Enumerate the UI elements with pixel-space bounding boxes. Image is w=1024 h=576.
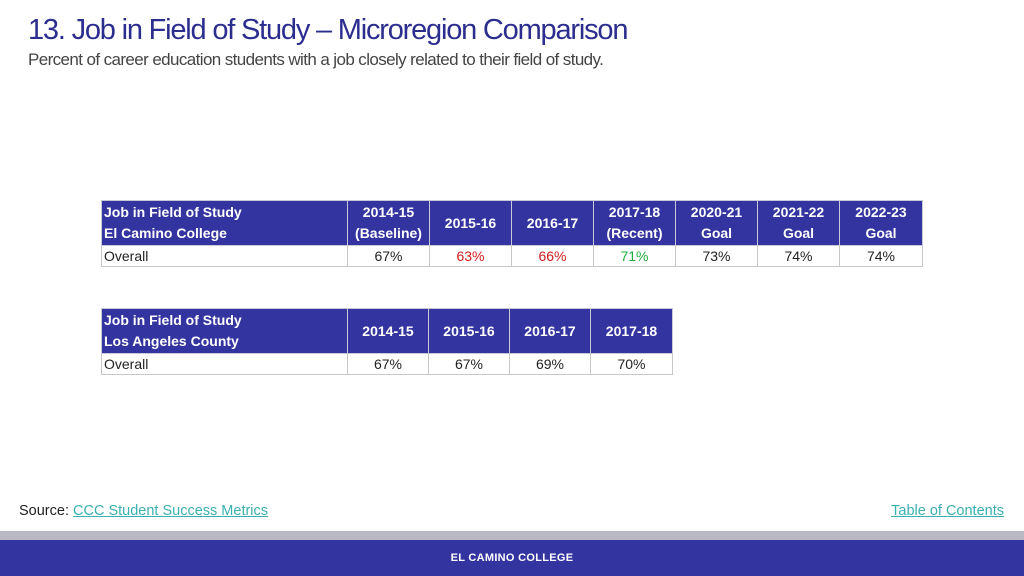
column-header: 2017-18 (Recent) [593, 200, 676, 246]
column-header: 2022-23 Goal [839, 200, 923, 246]
table-cell: 69% [509, 353, 591, 375]
column-header: 2015-16 [428, 308, 510, 354]
column-header: 2014-15 (Baseline) [347, 200, 430, 246]
header-line-1: Job in Field of Study [104, 312, 242, 328]
row-label: Overall [101, 353, 348, 375]
source-note: Source: CCC Student Success Metrics [19, 503, 268, 519]
table-cell: 63% [429, 245, 512, 267]
table-cell: 67% [428, 353, 510, 375]
column-header: 2020-21 Goal [675, 200, 758, 246]
header-line-1: Job in Field of Study [104, 204, 242, 220]
table-header-label: Job in Field of Study El Camino College [101, 200, 348, 246]
header-line-2: Los Angeles County [104, 333, 239, 349]
slide-subtitle: Percent of career education students wit… [28, 50, 604, 69]
table-cell: 74% [757, 245, 840, 267]
column-header: 2016-17 [511, 200, 594, 246]
column-header: 2021-22 Goal [757, 200, 840, 246]
column-header: 2016-17 [509, 308, 591, 354]
table-cell: 73% [675, 245, 758, 267]
la-county-table: Job in Field of Study Los Angeles County… [101, 308, 673, 375]
slide-title: 13. Job in Field of Study – Microregion … [28, 14, 628, 46]
el-camino-table: Job in Field of Study El Camino College … [101, 200, 923, 267]
table-header-label: Job in Field of Study Los Angeles County [101, 308, 348, 354]
column-header: 2017-18 [590, 308, 673, 354]
table-cell: 66% [511, 245, 594, 267]
table-header-row: Job in Field of Study El Camino College … [101, 200, 923, 246]
table-of-contents-link[interactable]: Table of Contents [891, 503, 1004, 519]
column-header: 2015-16 [429, 200, 512, 246]
header-line-2: El Camino College [104, 225, 227, 241]
table-cell: 74% [839, 245, 923, 267]
table-row: Overall 67% 67% 69% 70% [101, 353, 673, 375]
table-row: Overall 67% 63% 66% 71% 73% 74% 74% [101, 245, 923, 267]
footer-stripe [0, 531, 1024, 540]
source-link[interactable]: CCC Student Success Metrics [73, 503, 269, 519]
table-cell: 67% [347, 245, 430, 267]
table-cell: 70% [590, 353, 673, 375]
row-label: Overall [101, 245, 348, 267]
column-header: 2014-15 [347, 308, 429, 354]
source-label: Source: [19, 503, 69, 519]
footer-bar: EL CAMINO COLLEGE [0, 540, 1024, 576]
table-header-row: Job in Field of Study Los Angeles County… [101, 308, 673, 354]
table-cell: 67% [347, 353, 429, 375]
table-cell: 71% [593, 245, 676, 267]
